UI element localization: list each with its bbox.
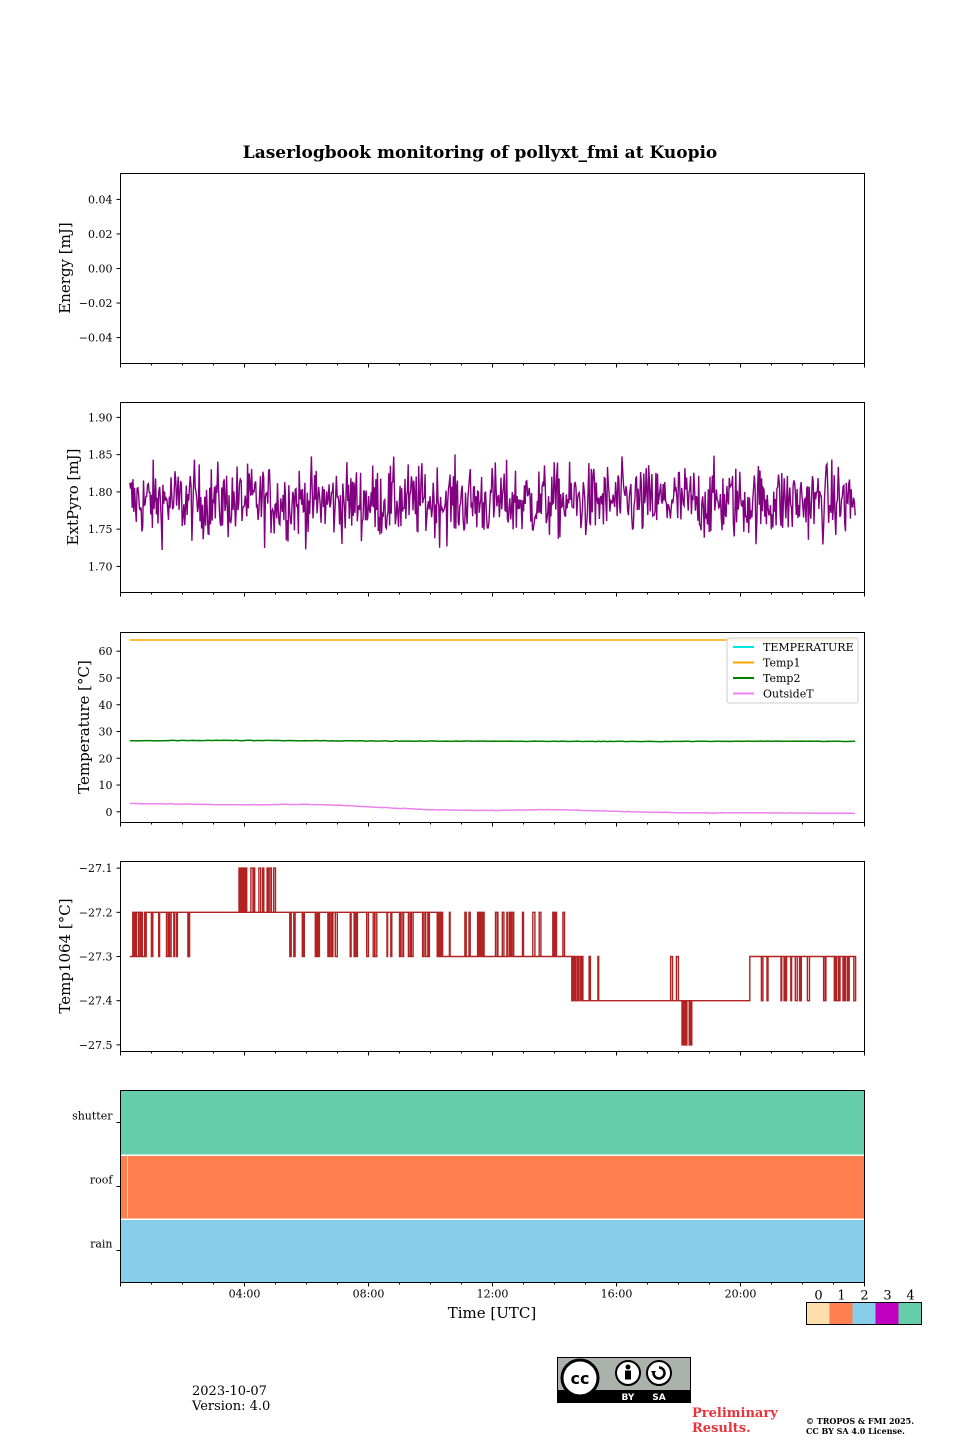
colorbar-swatch <box>806 1302 830 1325</box>
energy-ylabel: Energy [mJ] <box>56 222 74 313</box>
ytick-label: 1.70 <box>88 560 113 573</box>
colorbar-tick-label: 3 <box>883 1289 891 1304</box>
colorbar-swatch <box>875 1302 899 1325</box>
ytick-label: 0 <box>106 806 113 819</box>
status-xlabel: Time [UTC] <box>448 1304 537 1322</box>
xtick-label: 04:00 <box>229 1288 261 1301</box>
status-panel: Time [UTC] shutter roof rain 04:00 08:00 12:0… <box>72 1090 865 1322</box>
status-row-label: roof <box>90 1174 114 1187</box>
status-row-label: shutter <box>72 1110 113 1123</box>
legend-entry: Temp2 <box>763 672 800 685</box>
status-row-roof <box>120 1156 865 1219</box>
colorbar-swatch <box>852 1302 876 1325</box>
status-row-label: rain <box>90 1238 112 1251</box>
cc-by-sa-badge: cc BY SA <box>557 1357 691 1403</box>
ytick-label: 40 <box>99 699 113 712</box>
temp1064-ylabel: Temp1064 [°C] <box>56 898 74 1013</box>
cc-icon <box>560 1358 600 1398</box>
colorbar-tick-label: 0 <box>814 1289 822 1304</box>
xtick-label: 08:00 <box>353 1288 385 1301</box>
extpyro-series-line <box>129 454 856 551</box>
status-row-rain <box>120 1220 865 1283</box>
series-line-temp2 <box>129 739 856 743</box>
colorbar-frame <box>806 1302 922 1325</box>
legend-frame <box>726 637 859 704</box>
colorbar-swatch <box>829 1302 853 1325</box>
extpyro-ylabel: ExtPyro [mJ] <box>64 449 82 546</box>
ytick-label: 50 <box>99 672 113 685</box>
copyright-line1: © TROPOS & FMI 2025. <box>806 1416 915 1426</box>
copyright-line2: CC BY SA 4.0 License. <box>806 1426 905 1436</box>
colorbar-tick-label: 1 <box>837 1289 845 1304</box>
ytick-label: 0.04 <box>88 193 113 206</box>
ytick-label: 10 <box>99 779 113 792</box>
ytick-label: −27.2 <box>79 906 113 919</box>
xtick-label: 20:00 <box>725 1288 757 1301</box>
xtick-label: 12:00 <box>477 1288 509 1301</box>
legend-entry: TEMPERATURE <box>763 641 854 654</box>
legend-entry: Temp1 <box>763 657 800 670</box>
cc-by-label: BY <box>622 1393 635 1403</box>
ytick-label: −0.02 <box>79 297 113 310</box>
temperature-panel: Temperature [°C] 60 50 40 30 20 10 0 TEMPERATUR… <box>75 632 865 827</box>
energy-axes-frame <box>120 173 865 364</box>
ytick-label: 0.00 <box>88 263 113 276</box>
ytick-label: 0.02 <box>88 228 113 241</box>
ytick-label: −27.1 <box>79 862 113 875</box>
temp1064-series-line <box>129 867 857 1046</box>
ytick-label: 1.90 <box>88 411 113 424</box>
energy-panel: Energy [mJ] 0.04 0.02 0.00 −0.02 −0.04 <box>56 173 865 368</box>
xtick-label: 16:00 <box>601 1288 633 1301</box>
cc-sa-label: SA <box>652 1393 665 1403</box>
temp1064-panel: Temp1064 [°C] −27.1 −27.2 −27.3 −27.4 −27.5 <box>56 861 865 1056</box>
ytick-label: −27.4 <box>79 995 113 1008</box>
ytick-label: 60 <box>99 645 113 658</box>
temperature-legend: TEMPERATURE Temp1 Temp2 OutsideT <box>726 637 859 704</box>
preliminary-line1: Preliminary <box>692 1406 778 1421</box>
ytick-label: −0.04 <box>79 332 113 345</box>
ytick-label: 1.75 <box>88 523 113 536</box>
preliminary-line2: Results. <box>692 1421 751 1436</box>
figure-title: Laserlogbook monitoring of pollyxt_fmi a… <box>243 143 718 163</box>
colorbar-tick-label: 2 <box>860 1289 868 1304</box>
series-line-outsidet <box>129 802 856 815</box>
footer-date-version: 2023-10-07 Version: 4.0 <box>192 1384 270 1414</box>
ytick-label: 1.85 <box>88 449 113 462</box>
ytick-label: 20 <box>99 752 113 765</box>
ytick-label: −27.3 <box>79 951 113 964</box>
copyright-notice: © TROPOS & FMI 2025. CC BY SA 4.0 Licens… <box>806 1416 914 1436</box>
footer-date: 2023-10-07 <box>192 1384 267 1399</box>
footer-version: Version: 4.0 <box>192 1399 271 1414</box>
legend-entry: OutsideT <box>763 688 814 701</box>
status-row-shutter <box>120 1090 865 1155</box>
sa-share-icon <box>646 1360 672 1386</box>
extpyro-panel: ExtPyro [mJ] 1.90 1.85 1.80 1.75 1.70 <box>64 402 865 597</box>
ytick-label: −27.5 <box>79 1039 113 1052</box>
svg-text:cc: cc <box>571 1369 590 1388</box>
ytick-label: 1.80 <box>88 486 113 499</box>
ytick-label: 30 <box>99 726 113 739</box>
preliminary-results-note: Preliminary Results. <box>692 1406 778 1436</box>
colorbar-swatch <box>898 1302 922 1325</box>
colorbar-tick-label: 4 <box>906 1289 914 1304</box>
temperature-ylabel: Temperature [°C] <box>75 660 93 794</box>
